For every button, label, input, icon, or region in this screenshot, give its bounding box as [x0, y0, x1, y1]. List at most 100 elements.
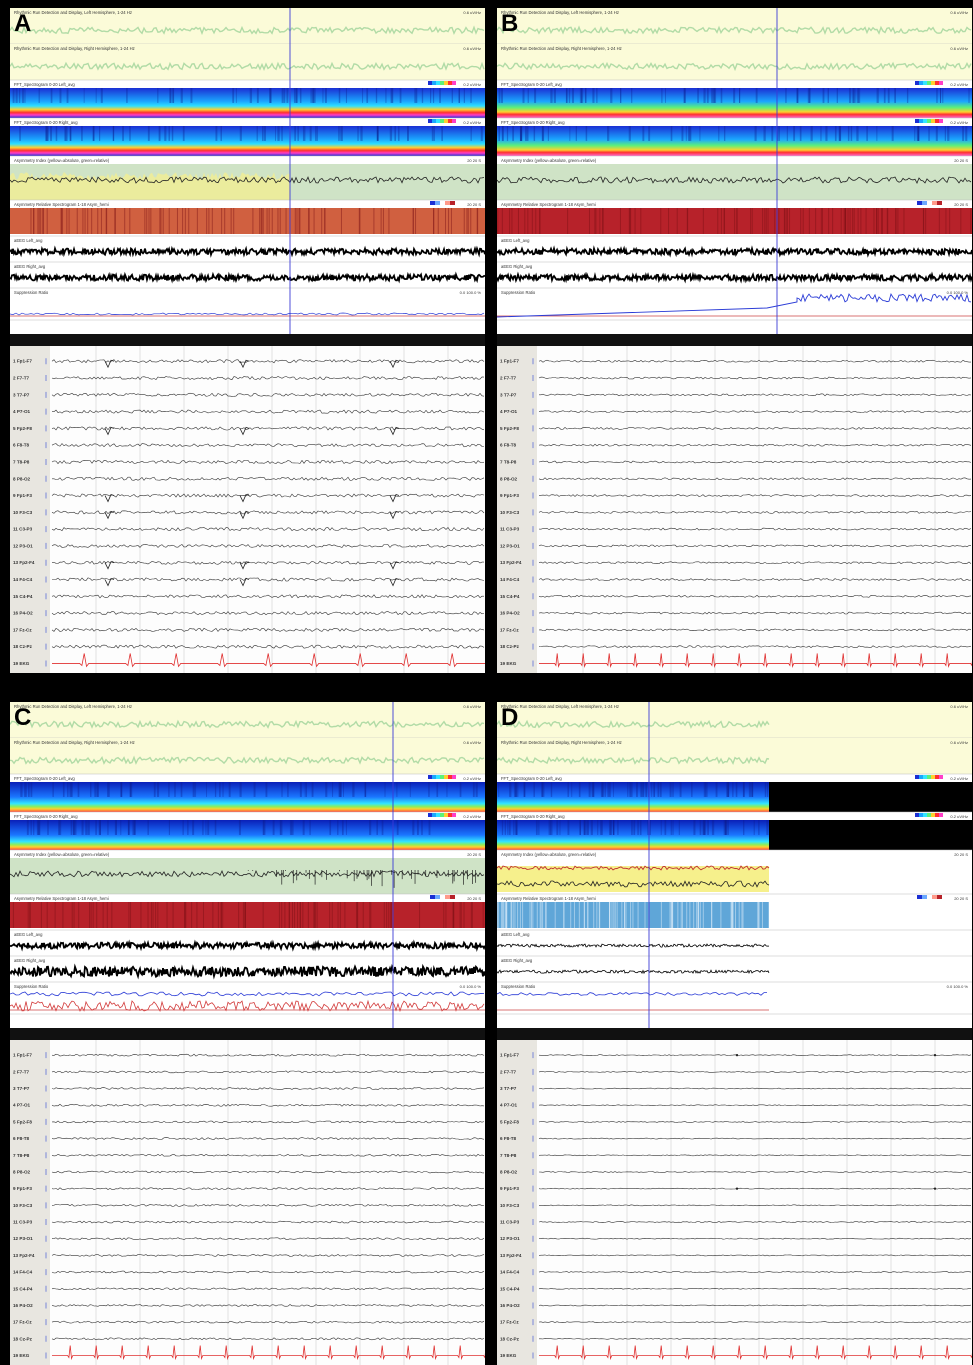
eeg-channel: 6 F8-T8	[500, 442, 972, 449]
rhythmic-run-texture	[10, 61, 485, 72]
eeg-channel: 19 EKG	[13, 653, 485, 668]
trend-row: Rhythmic Run Detection and Display, Left…	[10, 8, 485, 45]
eeg-trace	[538, 1287, 971, 1290]
rhythmic-run-texture	[497, 25, 972, 36]
eeg-channel: 11 C3-P3	[500, 1219, 972, 1226]
channel-label: 10 F3-C3	[500, 1203, 520, 1208]
trend-row: aEEG Right_avg	[497, 264, 972, 289]
eeg-channel: 5 Fp2-F8	[500, 425, 972, 432]
eeg-channel: 8 P8-O2	[13, 475, 485, 482]
panel-separator	[10, 1028, 485, 1040]
eeg-trace	[51, 527, 485, 532]
eeg-channel: 4 P7-O1	[13, 408, 485, 415]
trend-row-scale: 20 20 S	[467, 202, 481, 207]
trend-row-title: Asymmetry Relative Spectrogram 1-18 Asym…	[14, 896, 109, 901]
trend-row: aEEG Left_avg	[497, 932, 972, 957]
eeg-trace	[51, 409, 485, 414]
trend-row: aEEG Left_avg	[10, 238, 485, 263]
eeg-trace	[51, 1304, 485, 1307]
eeg-channel: 7 T8-P8	[500, 1152, 972, 1159]
eeg-trace	[51, 543, 485, 548]
eeg-trace	[52, 476, 485, 481]
trend-row-title: Suppression Ratio	[501, 290, 536, 295]
eeg-channel: 10 F3-C3	[500, 1202, 972, 1209]
trend-row-title: FFT_Spectrogram 0-20 Left_avg	[501, 776, 562, 781]
trend-row-scale: 0.2 uV/Hz	[463, 120, 481, 125]
eeg-channel: 9 Fp1-F3	[500, 492, 972, 499]
eeg-channel: 12 P3-O1	[13, 542, 485, 549]
eeg-trace	[51, 1203, 485, 1207]
trend-row-scale: 20 20 S	[954, 202, 968, 207]
trend-row-scale: 0.6 uV/Hz	[463, 46, 481, 51]
trend-row-scale: 0.2 uV/Hz	[950, 120, 968, 125]
eeg-channel: 2 F7-T7	[13, 375, 485, 382]
trend-row-scale: 0.6 uV/Hz	[950, 740, 968, 745]
trend-row: Asymmetry Relative Spectrogram 1-18 Asym…	[497, 895, 972, 931]
channel-label: 6 F8-T8	[13, 443, 30, 448]
trend-row-scale: 0.0 100.0 %	[947, 290, 969, 295]
trend-row-title: Asymmetry Index (yellow=absolute, green=…	[501, 158, 597, 163]
eeg-trace	[538, 494, 972, 497]
eeg-montage: 1 Fp1-F7 2 F7-T7 3 T7-P7 4 P7-O1 5 Fp2-F8 6 F…	[497, 346, 972, 673]
eeg-channel: 5 Fp2-F8	[13, 1118, 485, 1125]
eeg-trace	[51, 1187, 485, 1190]
channel-label: 16 P4-O2	[13, 611, 33, 616]
eeg-trace	[539, 1337, 972, 1340]
channel-label: 10 F3-C3	[13, 510, 33, 515]
channel-label: 6 F8-T8	[13, 1136, 30, 1141]
channel-label: 5 Fp2-F8	[500, 426, 519, 431]
eeg-trace	[538, 544, 972, 548]
channel-label: 19 EKG	[13, 1353, 30, 1358]
trend-row-scale: 0.2 uV/Hz	[950, 82, 968, 87]
eeg-channel: 14 F4-C4	[500, 576, 972, 583]
eeg-channel: 3 T7-P7	[500, 391, 972, 398]
eeg-trace	[51, 1337, 485, 1341]
eeg-trace	[538, 578, 972, 581]
eeg-channel: 4 P7-O1	[13, 1102, 485, 1109]
eeg-trace	[51, 443, 485, 448]
eeg-channel: 2 F7-T7	[500, 375, 972, 382]
channel-label: 5 Fp2-F8	[13, 426, 32, 431]
eeg-channel: 2 F7-T7	[500, 1068, 971, 1075]
eeg-trace	[51, 1287, 485, 1291]
channel-label: 15 C4-P4	[13, 594, 33, 599]
channel-label: 2 F7-T7	[500, 1069, 517, 1074]
eeg-channel: 17 Fz-Cz	[13, 626, 485, 633]
eeg-channel: 1 Fp1-F7	[13, 1052, 485, 1059]
trend-row-title: Suppression Ratio	[501, 984, 536, 989]
channel-label: 16 P4-O2	[13, 1303, 33, 1308]
channel-label: 14 F4-C4	[500, 1270, 520, 1275]
eeg-channel: 6 F8-T8	[500, 1135, 972, 1142]
trend-row-title: aEEG Right_avg	[14, 264, 46, 269]
channel-label: 4 P7-O1	[500, 409, 518, 414]
eeg-channel: 1 Fp1-F7	[500, 1052, 972, 1059]
channel-label: 2 F7-T7	[500, 376, 517, 381]
panel-a: A Rhythmic Run Detection and Display, Lef…	[10, 8, 485, 673]
channel-label: 9 Fp1-F3	[13, 1186, 32, 1191]
channel-label: 1 Fp1-F7	[500, 359, 519, 364]
channel-label: 12 P3-O1	[500, 543, 520, 548]
eeg-channel: 9 Fp1-F3	[13, 492, 485, 503]
trend-row-title: aEEG Left_avg	[501, 932, 530, 937]
eeg-channel: 9 Fp1-F3	[13, 1185, 485, 1192]
eeg-channel: 19 EKG	[500, 1345, 972, 1361]
eeg-trace	[538, 1271, 972, 1273]
eeg-trace	[51, 510, 485, 515]
trend-row-title: Asymmetry Index (yellow=absolute, green=…	[14, 852, 110, 857]
channel-label: 2 F7-T7	[13, 376, 30, 381]
trend-row-scale: 0.2 uV/Hz	[950, 776, 968, 781]
trend-row: Rhythmic Run Detection and Display, Righ…	[497, 738, 972, 775]
eeg-trace	[51, 1103, 485, 1107]
eeg-trace	[538, 1121, 972, 1123]
eeg-trace	[51, 459, 485, 465]
eeg-channel: 13 Fp2-F4	[13, 1252, 485, 1259]
eeg-trace	[538, 1104, 972, 1107]
trend-display: Rhythmic Run Detection and Display, Left…	[497, 702, 972, 1028]
channel-label: 3 T7-P7	[13, 1086, 30, 1091]
eeg-trace	[51, 1087, 485, 1090]
eeg-channel: 17 Fz-Cz	[500, 1319, 972, 1326]
eeg-trace	[52, 577, 485, 582]
eeg-trace	[51, 1053, 485, 1057]
rhythmic-run-texture	[10, 719, 485, 729]
trend-display: Rhythmic Run Detection and Display, Left…	[497, 8, 972, 334]
